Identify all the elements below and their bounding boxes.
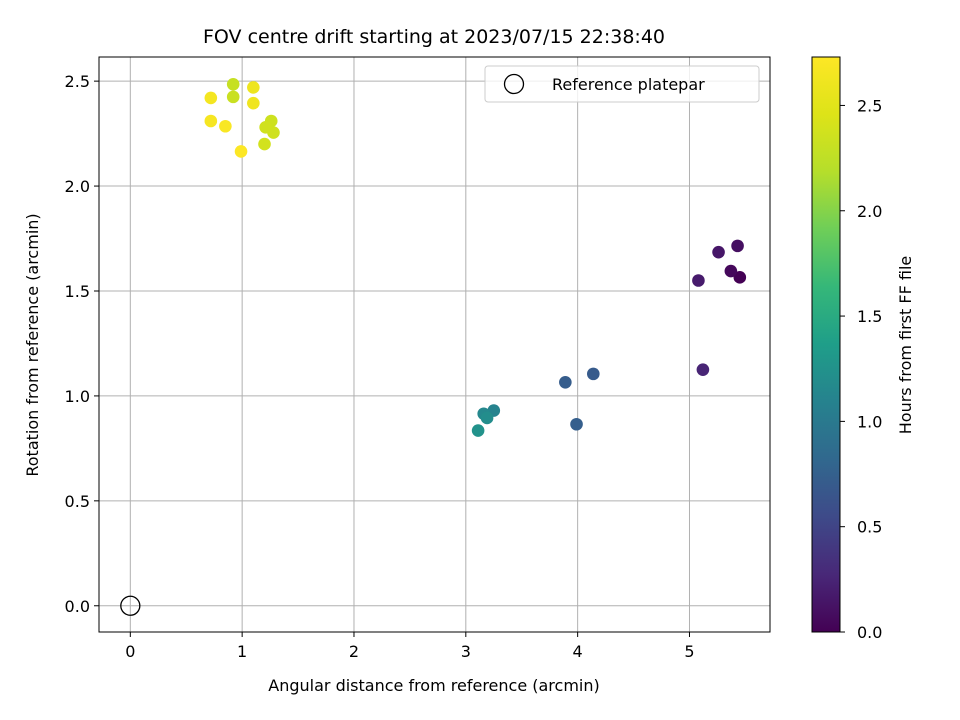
grid (99, 57, 770, 632)
data-points (204, 77, 747, 437)
colorbar-tick-label: 2.0 (857, 202, 882, 221)
x-tick-label: 5 (684, 642, 694, 661)
data-point (226, 90, 240, 104)
colorbar (811, 56, 841, 633)
data-point (559, 375, 572, 389)
legend-reference-marker (503, 73, 525, 95)
legend: Reference platepar (484, 65, 760, 103)
data-point (733, 271, 747, 284)
data-point (692, 274, 705, 287)
y-tick-label: 2.0 (65, 177, 90, 196)
x-axis-label: Angular distance from reference (arcmin) (268, 676, 599, 695)
x-tick-label: 2 (349, 642, 359, 661)
legend-entry-reference: Reference platepar (552, 75, 705, 94)
x-tick-label: 4 (573, 642, 583, 661)
y-tick-label: 0.5 (65, 492, 90, 511)
x-tick-label: 0 (125, 642, 135, 661)
data-point (696, 363, 710, 376)
y-tick-label: 2.5 (65, 72, 90, 91)
data-point (204, 91, 218, 105)
colorbar-tick-label: 1.5 (857, 307, 882, 326)
data-point (570, 417, 583, 431)
y-axis-ticks: 0.0 0.5 1.0 1.5 2.0 2.5 (65, 72, 99, 616)
reference-marker-layer (120, 595, 141, 616)
data-point (471, 424, 485, 437)
data-point (247, 96, 260, 110)
colorbar-tick-label: 2.5 (857, 96, 882, 115)
reference-platepar-marker (120, 595, 141, 616)
x-tick-label: 1 (237, 642, 247, 661)
y-tick-label: 1.5 (65, 282, 90, 301)
data-point (712, 245, 725, 259)
colorbar-tick-label: 0.0 (857, 623, 882, 642)
x-axis-ticks: 0 1 2 3 4 5 (125, 632, 695, 661)
x-tick-label: 3 (461, 642, 471, 661)
data-point (258, 137, 271, 151)
colorbar-tick-label: 0.5 (857, 518, 882, 537)
data-point (219, 119, 232, 133)
colorbar-ticks: 0.0 0.5 1.0 1.5 2.0 2.5 (840, 96, 882, 642)
legend-box (484, 65, 760, 103)
y-axis-label: Rotation from reference (arcmin) (23, 213, 42, 476)
data-point (731, 239, 744, 253)
colorbar-label: Hours from first FF file (896, 256, 915, 435)
data-point (587, 367, 600, 381)
data-point (480, 411, 494, 425)
data-point (247, 81, 260, 94)
y-tick-label: 1.0 (65, 387, 90, 406)
data-point (724, 264, 738, 278)
plot-frame (98, 56, 771, 633)
chart-title: FOV centre drift starting at 2023/07/15 … (203, 26, 665, 48)
data-point (226, 77, 240, 91)
y-tick-label: 0.0 (65, 597, 90, 616)
data-point (259, 121, 272, 134)
data-point (234, 145, 248, 158)
colorbar-tick-label: 1.0 (857, 412, 882, 431)
data-point (204, 114, 218, 128)
